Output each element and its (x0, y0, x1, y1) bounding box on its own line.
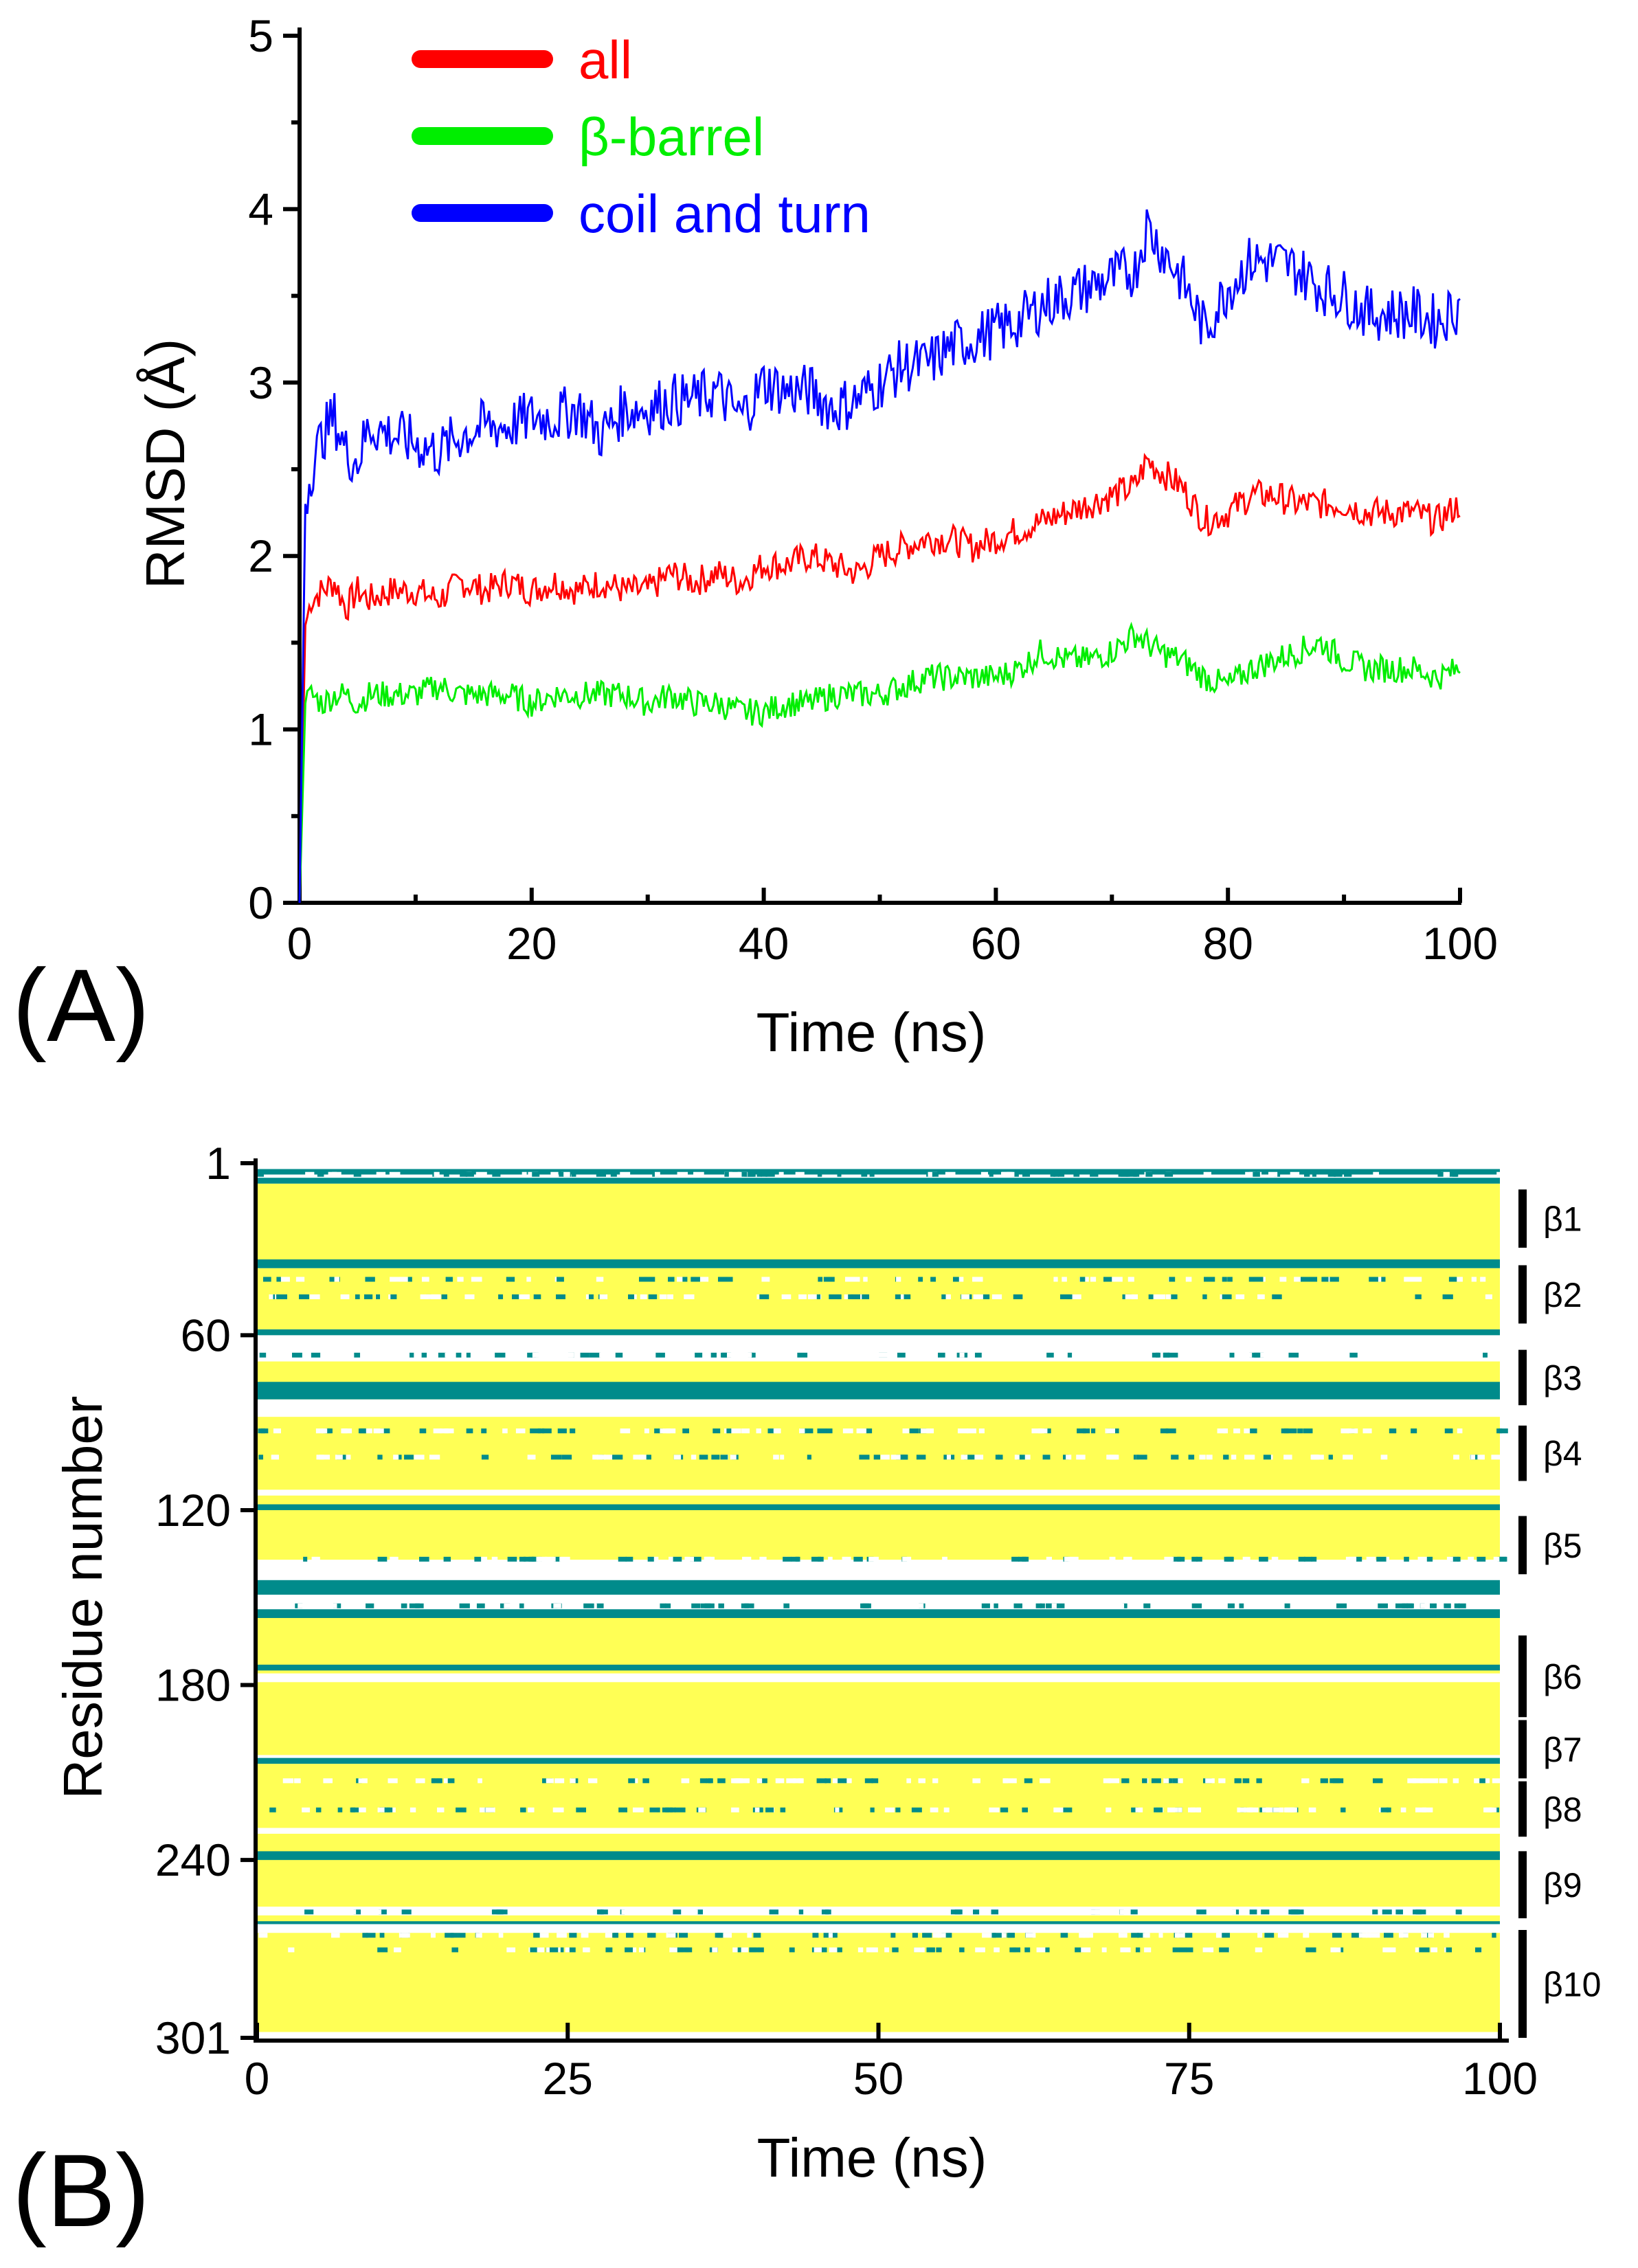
strand-band (257, 1612, 1500, 1674)
panel-a-y-tick-label: 0 (248, 877, 273, 928)
strand-band (257, 1417, 1500, 1490)
panel-b-label: (B) (12, 2133, 150, 2248)
panel-b-y-tick-label: 1 (205, 1138, 231, 1189)
coil-band (257, 1163, 1500, 1169)
panel-a-y-tick-label: 1 (248, 704, 273, 755)
strand-marker-label: β1 (1543, 1200, 1582, 1239)
panel-b-y-tick-label: 301 (155, 2012, 231, 2063)
strand-marker-label: β6 (1543, 1658, 1582, 1696)
legend-label: all (579, 30, 632, 90)
strand-marker-label: β10 (1543, 1965, 1601, 2003)
turn-band (257, 1169, 1500, 1175)
panel-a-x-tick-label: 0 (287, 918, 313, 969)
panel-a-x-axis-title: Time (ns) (756, 1002, 987, 1063)
panel-b-y-tick-label: 180 (155, 1660, 231, 1711)
panel-b-y-tick-label: 240 (155, 1834, 231, 1885)
panel-a-rmsd-chart: (A) 0 20 40 60 80 100 0 1 2 3 4 5 Time (ns) RMSD (Å… (12, 10, 1498, 1063)
turn-band (257, 1609, 1500, 1618)
panel-a-y-tick-label: 5 (248, 10, 273, 61)
panel-b-x-tick-label: 0 (245, 2053, 270, 2104)
panel-b-y-tick-label: 120 (155, 1485, 231, 1536)
turn-band (257, 1580, 1500, 1595)
panel-a-y-tick-label: 3 (248, 357, 273, 408)
turn-band (257, 1382, 1500, 1400)
coil-band (257, 1924, 1500, 1933)
coil-band (257, 1562, 1500, 1578)
panel-a-x-tick-label: 80 (1202, 918, 1253, 969)
strand-marker-label: β7 (1543, 1731, 1582, 1769)
panel-b-ticks: 0 25 50 75 100 1 60 120 180 240 301 (155, 1138, 1538, 2104)
panel-a-x-tick-label: 100 (1422, 918, 1498, 969)
panel-b-y-axis-title: Residue number (52, 1396, 113, 1799)
panel-b-secondary-structure-map: (B) 0 25 50 75 100 1 60 120 180 240 301 β1 β2 β3 β4 β5… (12, 1138, 1601, 2248)
turn-band (257, 1664, 1500, 1671)
turn-band (257, 1504, 1500, 1510)
panel-a-y-tick-label: 4 (248, 183, 273, 234)
strand-marker-label: β5 (1543, 1527, 1582, 1565)
panel-b-x-axis-title: Time (ns) (757, 2127, 987, 2188)
strand-band (257, 1833, 1500, 1907)
panel-b-x-tick-label: 50 (853, 2053, 904, 2104)
series-line-coil-and-turn (298, 209, 1461, 903)
strand-band (257, 1268, 1500, 1329)
turn-band (257, 1329, 1500, 1336)
panel-a-label: (A) (12, 947, 150, 1063)
map-speckle (257, 1171, 1508, 1953)
strand-marker-label: β4 (1543, 1435, 1582, 1473)
series-line-all (298, 453, 1461, 903)
panel-a-ticks: 0 20 40 60 80 100 0 1 2 3 4 5 (248, 10, 1498, 969)
panel-a-x-tick-label: 60 (971, 918, 1021, 969)
turn-band (257, 1259, 1500, 1268)
panel-a-x-tick-label: 20 (506, 918, 557, 969)
panel-b-y-tick-label: 60 (181, 1310, 231, 1360)
panel-b-x-tick-label: 25 (543, 2053, 593, 2104)
panel-a-x-tick-label: 40 (739, 918, 789, 969)
strand-band (257, 1682, 1500, 1755)
panel-b-x-tick-label: 100 (1462, 2053, 1538, 2104)
strand-marker-label: β9 (1543, 1866, 1582, 1905)
panel-b-x-tick-label: 75 (1164, 2053, 1214, 2104)
turn-band (257, 1178, 1500, 1184)
panel-b-strand-markers: β1 β2 β3 β4 β5 β6 β7 β8 β9 β10 (1518, 1189, 1601, 2038)
panel-a-series (298, 209, 1461, 903)
strand-marker-label: β3 (1543, 1359, 1582, 1397)
strand-marker-label: β2 (1543, 1276, 1582, 1314)
legend-label: coil and turn (579, 183, 871, 244)
panel-a-y-tick-label: 2 (248, 530, 273, 581)
turn-band (257, 1851, 1500, 1861)
strand-band (257, 1764, 1500, 1828)
series-line--barrel (298, 621, 1461, 903)
panel-a-y-axis-title: RMSD (Å) (135, 339, 196, 589)
strand-band (257, 1183, 1500, 1260)
legend-label: β-barrel (579, 106, 764, 167)
turn-band (257, 1758, 1500, 1764)
panel-b-heatmap (257, 1163, 1508, 2041)
panel-a-legend: all β-barrel coil and turn (412, 30, 871, 244)
strand-marker-label: β8 (1543, 1790, 1582, 1829)
